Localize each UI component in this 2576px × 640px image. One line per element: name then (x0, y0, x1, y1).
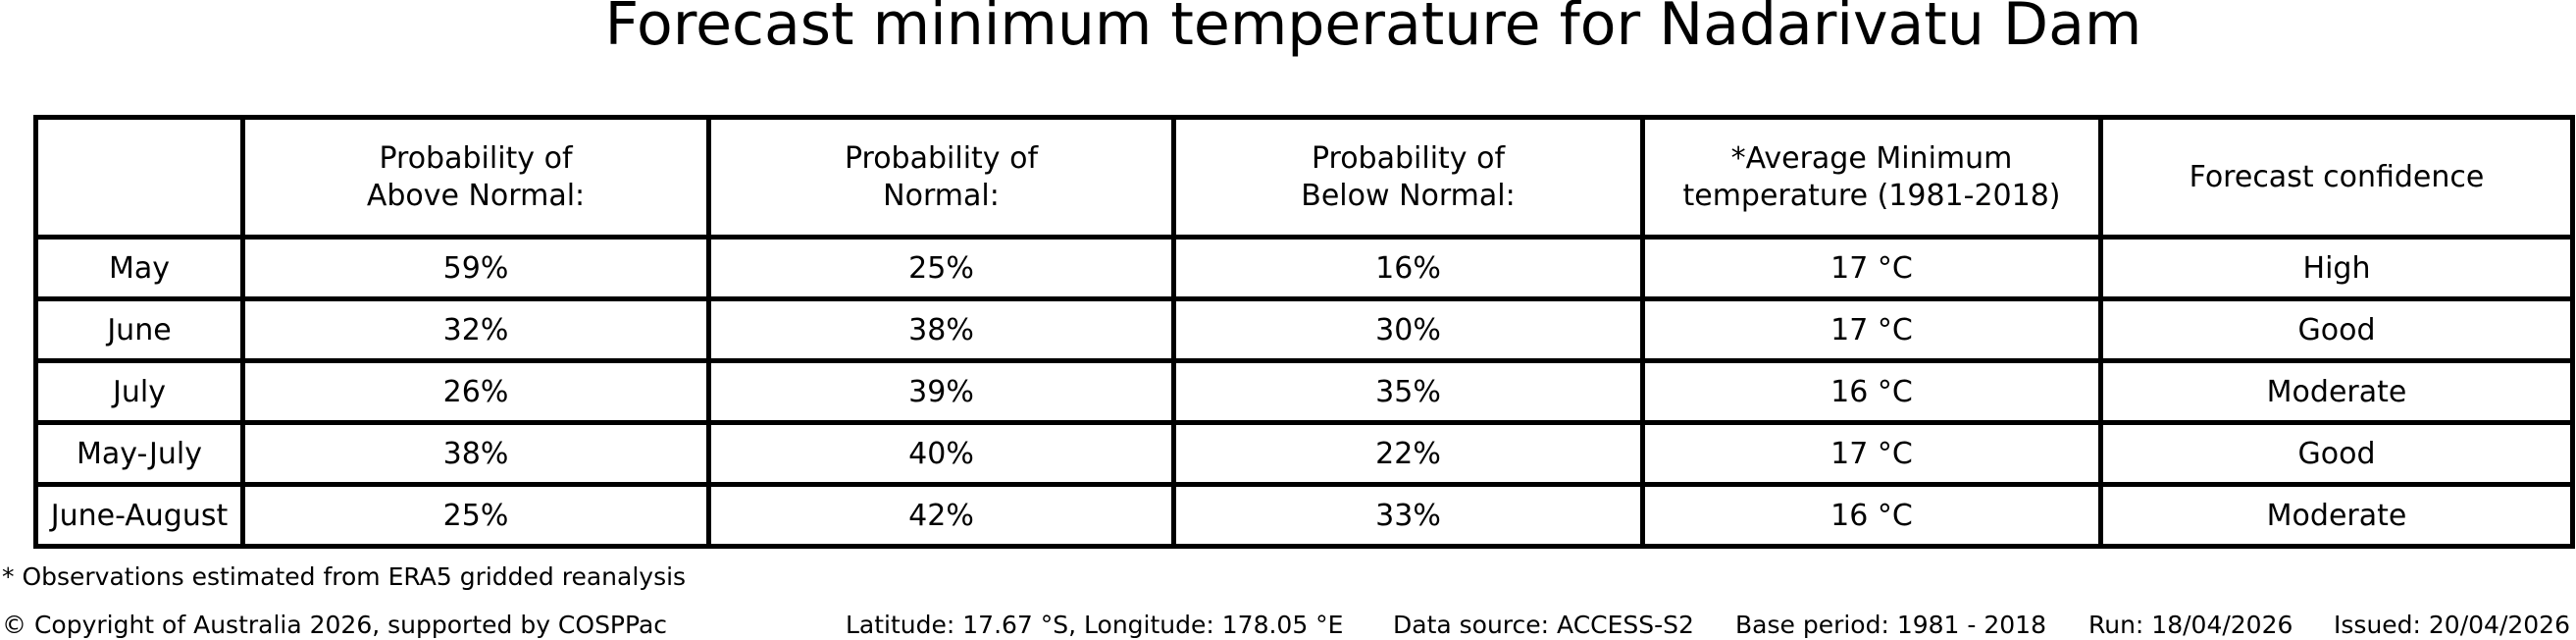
base-period-text: Base period: 1981 - 2018 (1735, 611, 2046, 639)
cell-forecast-confidence: Good (2098, 420, 2575, 487)
cell-forecast-confidence: Moderate (2098, 482, 2575, 549)
location-text: Latitude: 17.67 °S, Longitude: 178.05 °E (846, 611, 1344, 639)
issued-date-text: Issued: 20/04/2026 (2334, 611, 2570, 639)
cell-avg-min-temp: 17 °C (1640, 235, 2103, 301)
copyright-text: © Copyright of Australia 2026, supported… (2, 611, 668, 639)
corner-spacer (33, 115, 245, 240)
cell-forecast-confidence: Good (2098, 296, 2575, 363)
footnote-text: * Observations estimated from ERA5 gridd… (2, 562, 687, 591)
cell-prob-below-normal: 35% (1171, 358, 1645, 425)
cell-avg-min-temp: 16 °C (1640, 482, 2103, 549)
header-avg-min-temp: *Average Minimum temperature (1981-2018) (1640, 115, 2103, 240)
table-row-may: May 59% 25% 16% 17 °C High (33, 235, 2575, 301)
run-date-text: Run: 18/04/2026 (2088, 611, 2293, 639)
cell-prob-normal: 42% (706, 482, 1176, 549)
cell-avg-min-temp: 17 °C (1640, 296, 2103, 363)
table-row-june-august: June-August 25% 42% 33% 16 °C Moderate (33, 482, 2575, 549)
forecast-table: Probability of Above Normal: Probability… (33, 115, 2575, 549)
cell-prob-normal: 40% (706, 420, 1176, 487)
header-prob-above-normal: Probability of Above Normal: (240, 115, 711, 240)
cell-avg-min-temp: 17 °C (1640, 420, 2103, 487)
header-forecast-confidence: Forecast confidence (2098, 115, 2575, 240)
cell-prob-normal: 39% (706, 358, 1176, 425)
cell-avg-min-temp: 16 °C (1640, 358, 2103, 425)
table-row-june: June 32% 38% 30% 17 °C Good (33, 296, 2575, 363)
row-label: May-July (33, 420, 245, 487)
cell-prob-above-normal: 38% (240, 420, 711, 487)
cell-prob-normal: 38% (706, 296, 1176, 363)
row-label: May (33, 235, 245, 301)
cell-prob-below-normal: 30% (1171, 296, 1645, 363)
row-label: June (33, 296, 245, 363)
table-header-row: Probability of Above Normal: Probability… (33, 115, 2575, 240)
cell-prob-above-normal: 26% (240, 358, 711, 425)
cell-prob-above-normal: 32% (240, 296, 711, 363)
header-prob-normal: Probability of Normal: (706, 115, 1176, 240)
row-label: July (33, 358, 245, 425)
header-prob-below-normal: Probability of Below Normal: (1171, 115, 1645, 240)
cell-prob-below-normal: 22% (1171, 420, 1645, 487)
cell-forecast-confidence: High (2098, 235, 2575, 301)
page-title: Forecast minimum temperature for Nadariv… (604, 0, 2142, 59)
cell-prob-above-normal: 25% (240, 482, 711, 549)
table-row-may-july: May-July 38% 40% 22% 17 °C Good (33, 420, 2575, 487)
cell-prob-below-normal: 33% (1171, 482, 1645, 549)
cell-forecast-confidence: Moderate (2098, 358, 2575, 425)
cell-prob-normal: 25% (706, 235, 1176, 301)
cell-prob-below-normal: 16% (1171, 235, 1645, 301)
cell-prob-above-normal: 59% (240, 235, 711, 301)
data-source-text: Data source: ACCESS-S2 (1393, 611, 1694, 639)
row-label: June-August (33, 482, 245, 549)
table-row-july: July 26% 39% 35% 16 °C Moderate (33, 358, 2575, 425)
